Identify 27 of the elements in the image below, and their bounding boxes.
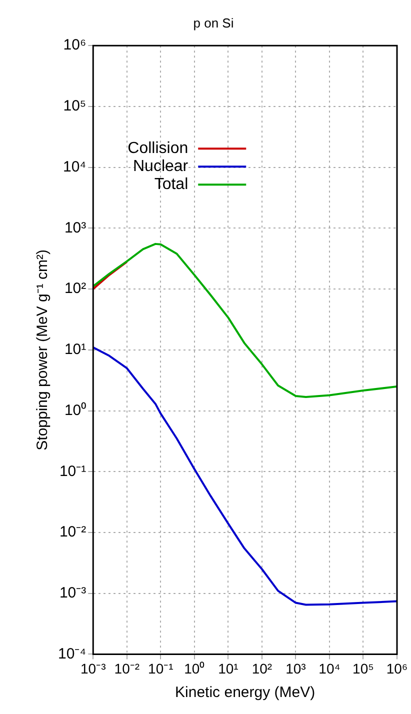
chart-title: p on Si [193, 15, 234, 30]
y-tick-label: 10⁶ [63, 36, 86, 54]
y-tick-label: 10⁴ [62, 158, 86, 176]
legend-label: Collision [128, 140, 188, 158]
y-tick-label: 10² [64, 280, 86, 298]
x-tick-label: 10⁵ [352, 660, 374, 676]
legend-label: Total [154, 176, 188, 194]
y-tick-label: 10⁻² [59, 524, 86, 541]
y-tick-label: 10⁻¹ [59, 462, 86, 480]
x-tick-label: 10⁻² [114, 660, 140, 676]
x-tick-label: 10⁻¹ [148, 660, 174, 676]
y-axis-title: Stopping power (MeV g⁻¹ cm²) [34, 249, 52, 450]
x-tick-label: 10¹ [218, 660, 239, 676]
y-tick-label: 10⁵ [63, 98, 86, 115]
y-tick-label: 10¹ [64, 341, 86, 358]
x-tick-label: 10⁰ [184, 660, 205, 676]
y-tick-label: 10⁻³ [59, 584, 86, 602]
x-tick-label: 10³ [286, 660, 306, 676]
legend-label: Nuclear [132, 158, 189, 176]
x-tick-label: 10⁶ [386, 660, 408, 676]
y-tick-label: 10⁰ [64, 402, 86, 419]
x-axis-title: Kinetic energy (MeV) [175, 684, 316, 702]
x-tick-label: 10² [252, 660, 272, 676]
x-tick-label: 10⁻³ [80, 660, 106, 676]
y-tick-label: 10³ [64, 219, 86, 236]
x-tick-label: 10⁴ [318, 660, 340, 676]
y-tick-label: 10⁻⁴ [58, 645, 86, 662]
